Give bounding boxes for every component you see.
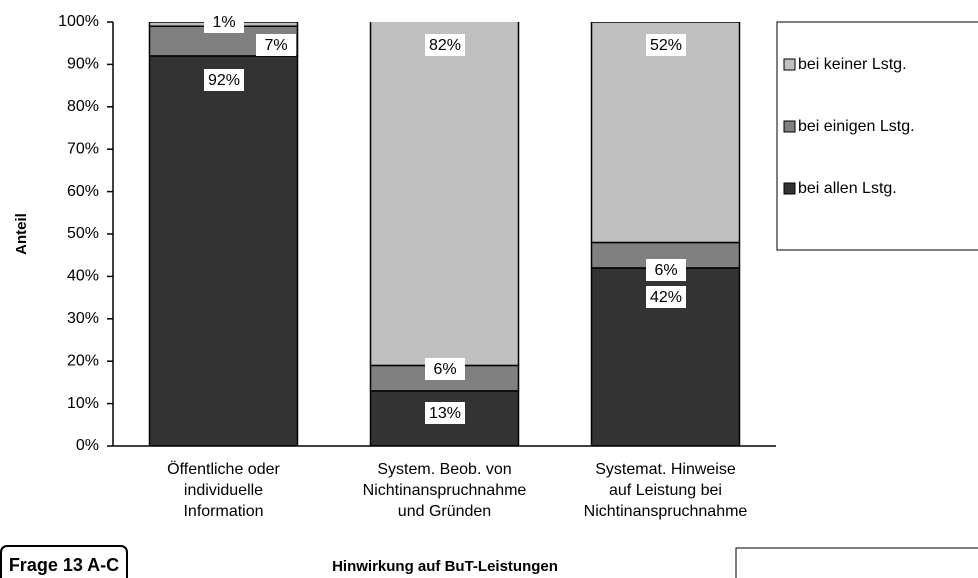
x-tick-line: System. Beob. von xyxy=(377,461,511,478)
note: Frage 13 A-C xyxy=(9,555,119,575)
data-label: 6% xyxy=(654,262,677,279)
legend-label: bei allen Lstg. xyxy=(798,180,897,197)
y-tick-label: 50% xyxy=(67,225,99,242)
bar-segment xyxy=(148,55,299,446)
y-tick-label: 80% xyxy=(67,98,99,115)
x-tick-line: individuelle xyxy=(184,482,263,499)
y-tick-label: 10% xyxy=(67,395,99,412)
y-tick-label: 30% xyxy=(67,310,99,327)
x-tick-line: Nichtinanspruchnahme xyxy=(363,482,527,499)
y-tick-label: 0% xyxy=(76,437,99,454)
data-label-bg xyxy=(646,286,686,308)
bar-segment xyxy=(590,22,741,244)
data-label-bg xyxy=(646,34,686,56)
data-label: 6% xyxy=(433,361,456,378)
data-label-bg xyxy=(256,34,296,56)
legend-swatch xyxy=(783,182,796,195)
x-tick-line: Öffentliche oder xyxy=(167,460,280,478)
data-label: 82% xyxy=(429,37,461,54)
y-axis-title: Anteil xyxy=(13,213,30,255)
data-label-bg xyxy=(646,259,686,281)
data-label: 52% xyxy=(650,37,682,54)
legend-swatch xyxy=(783,58,796,71)
box xyxy=(735,547,978,578)
data-label-bg xyxy=(204,69,244,91)
legend-swatch xyxy=(783,120,796,133)
y-tick-label: 90% xyxy=(67,56,99,73)
data-label-bg xyxy=(425,358,465,380)
data-label-bg xyxy=(425,34,465,56)
bar-segment xyxy=(369,22,520,367)
x-tick-label: Systemat. Hinweise auf Leistung bei Nichti… xyxy=(584,461,748,520)
data-label-bg xyxy=(204,11,244,33)
x-tick-line: Systemat. Hinweise xyxy=(595,461,736,478)
data-label: 7% xyxy=(264,37,287,54)
y-tick-label: 20% xyxy=(67,352,99,369)
data-label: 13% xyxy=(429,405,461,422)
x-tick-line: Nichtinanspruchnahme xyxy=(584,503,748,520)
plot-area xyxy=(148,22,741,446)
data-label: 92% xyxy=(208,72,240,89)
data-label: 42% xyxy=(650,289,682,306)
x-tick-label: Öffentliche oder individuelle Information xyxy=(167,460,280,520)
x-tick-label: System. Beob. von Nichtinanspruchnahme und… xyxy=(363,461,527,520)
note-box xyxy=(0,545,128,578)
x-tick-line: und Gründen xyxy=(398,503,491,520)
y-tick-label: 40% xyxy=(67,268,99,285)
data-label: 1% xyxy=(212,14,235,31)
y-tick-label: 60% xyxy=(67,183,99,200)
data-label-bg xyxy=(425,402,465,424)
x-axis-title: Hinwirkung auf BuT-Leistungen xyxy=(332,558,558,575)
y-tick-label: 100% xyxy=(58,13,99,30)
legend-label: bei keiner Lstg. xyxy=(798,56,907,73)
x-tick-line: auf Leistung bei xyxy=(609,482,722,499)
legend-label: bei einigen Lstg. xyxy=(798,118,915,135)
legend-box xyxy=(776,21,978,251)
y-tick-label: 70% xyxy=(67,140,99,157)
x-tick-line: Information xyxy=(183,503,263,520)
